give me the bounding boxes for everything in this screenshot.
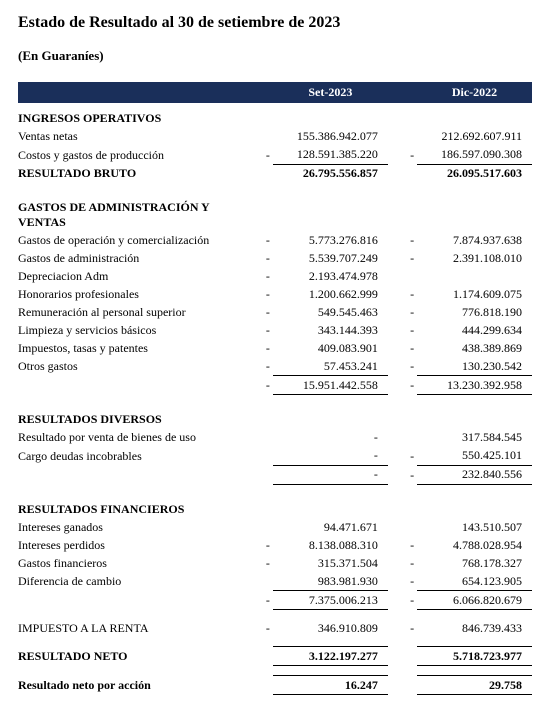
row-otros: Otros gastos-57.453.241-130.230.542 [18, 357, 532, 376]
row-total-diversos: --232.840.556 [18, 465, 532, 484]
income-statement-table: Set-2023 Dic-2022 INGRESOS OPERATIVOS Ve… [18, 82, 532, 695]
row-total-gav: -15.951.442.558-13.230.392.958 [18, 376, 532, 395]
col-set2023: Set-2023 [273, 82, 388, 103]
row-remuneracion: Remuneración al personal superior-549.54… [18, 303, 532, 321]
row-ventas: Ventas netas 155.386.942.077 212.692.607… [18, 128, 532, 146]
row-int-perdidos: Intereses perdidos-8.138.088.310-4.788.0… [18, 536, 532, 554]
page-subtitle: (En Guaraníes) [18, 48, 532, 64]
row-venta-bienes: Resultado por venta de bienes de uso-317… [18, 429, 532, 447]
row-resultado-bruto: RESULTADO BRUTO 26.795.556.857 26.095.51… [18, 164, 532, 183]
row-int-ganados: Intereses ganados94.471.671143.510.507 [18, 518, 532, 536]
row-honorarios: Honorarios profesionales-1.200.662.999-1… [18, 285, 532, 303]
row-limpieza: Limpieza y servicios básicos-343.144.393… [18, 321, 532, 339]
row-impuestos: Impuestos, tasas y patentes-409.083.901-… [18, 339, 532, 357]
section-financieros: RESULTADOS FINANCIEROS [18, 494, 258, 519]
section-gav: GASTOS DE ADMINISTRACIÓN Y VENTAS [18, 192, 258, 232]
row-gastos-adm: Gastos de administración-5.539.707.249-2… [18, 249, 532, 267]
section-diversos: RESULTADOS DIVERSOS [18, 404, 258, 429]
row-costos: Costos y gastos de producción -128.591.3… [18, 146, 532, 165]
row-resultado-neto: RESULTADO NETO3.122.197.2775.718.723.977 [18, 647, 532, 666]
row-resultado-accion: Resultado neto por acción16.24729.758 [18, 676, 532, 695]
row-gastos-op: Gastos de operación y comercialización-5… [18, 231, 532, 249]
col-dic2022: Dic-2022 [417, 82, 532, 103]
row-gastos-fin: Gastos financieros-315.371.504-768.178.3… [18, 554, 532, 572]
section-ingresos: INGRESOS OPERATIVOS [18, 103, 258, 128]
page-title: Estado de Resultado al 30 de setiembre d… [18, 14, 532, 32]
row-impuesto-renta: IMPUESTO A LA RENTA-346.910.809-846.739.… [18, 619, 532, 637]
row-total-fin: -7.375.006.213-6.066.820.679 [18, 591, 532, 610]
header-row: Set-2023 Dic-2022 [18, 82, 532, 103]
row-depreciacion: Depreciacion Adm-2.193.474.978 [18, 267, 532, 285]
row-cargo-deudas: Cargo deudas incobrables--550.425.101 [18, 447, 532, 466]
row-dif-cambio: Diferencia de cambio983.981.930-654.123.… [18, 572, 532, 591]
